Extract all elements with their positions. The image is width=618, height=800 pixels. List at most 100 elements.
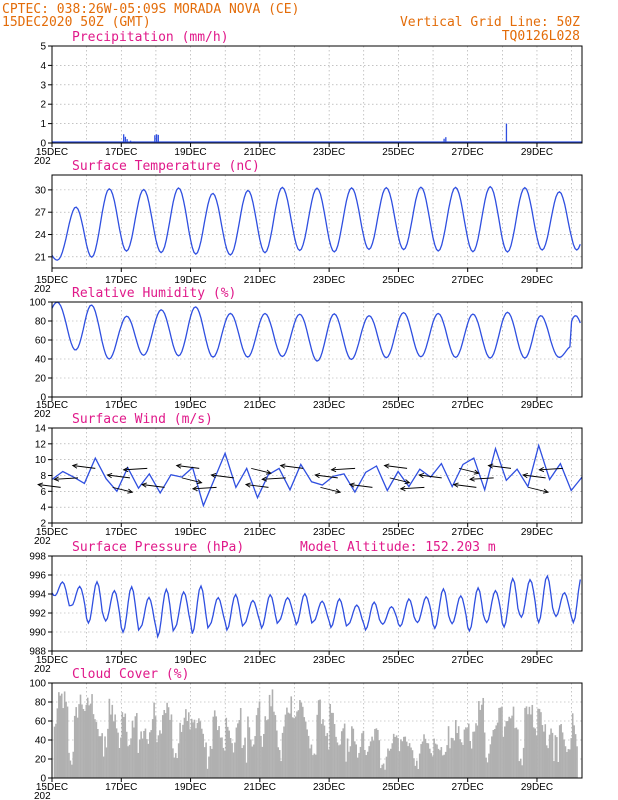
cloud-bar [296,711,298,778]
cloud-bar [323,725,326,778]
x-tick-label: 21DEC [244,400,276,411]
cloud-bar [378,740,381,778]
panel-wind: 2 4 6 8 10 12 14 Surface Wind (m/s) 15DEC 17DEC 19… [34,412,583,547]
cloud-bar [576,746,578,778]
wind-arrow-head [522,472,528,479]
y-tick-label: 40 [35,355,47,366]
cloud-bar [436,744,438,778]
y-tick-label: 80 [35,317,47,328]
cloud-bar [478,701,480,778]
wind-arrow-head [404,479,411,485]
cloud-bar [384,769,386,778]
wind-arrow [349,484,373,488]
cloud-bar [274,715,277,778]
y-tick-label: 100 [29,679,46,690]
wind-arrow [470,477,494,480]
cloud-bar [322,719,324,778]
cloud-bar [377,729,379,778]
cloud-bar [301,706,304,778]
x-tick-label: 25DEC [382,655,414,666]
x-tick-label: 21DEC [244,782,276,793]
cloud-bar [517,729,519,778]
cloud-bar [219,737,222,778]
cloud-bar [153,702,155,778]
cloud-bar [535,735,538,778]
y-tick-label: 6 [40,487,46,498]
cloud-bar [130,738,132,778]
cloud-bar [571,713,574,778]
y-tick-label: 994 [29,590,46,601]
cloud-bar [502,736,505,778]
wind-arrow [539,467,563,471]
cloud-bar [91,694,93,778]
cloud-bar [156,742,158,778]
cloud-bar [176,758,179,778]
cloud-bar [472,731,474,778]
cloud-bar [417,768,420,778]
cloud-bar [498,707,500,778]
cloud-bar [403,736,405,778]
cloud-bar [117,732,119,778]
cloud-bar [173,757,176,778]
wind-arrow-head [265,469,272,475]
cloud-bar [431,756,434,778]
cloud-bar [491,736,493,778]
cloud-bar [200,728,203,778]
cloud-bar [397,738,399,778]
panel-frame [51,301,583,398]
cloud-bar [467,723,470,778]
cloud-bar [65,701,67,778]
cloud-bar [238,720,241,778]
cloud-bar [531,704,534,778]
cloud-bar [313,753,316,778]
cloud-bar [190,718,193,778]
x-year-fragment: 202 [34,664,51,675]
y-tick-label: 60 [35,336,47,347]
cloud-bar [469,741,472,778]
panel-title: Surface Temperature (nC) [72,159,260,174]
cloud-bar [98,736,101,778]
cloud-bar [71,764,73,778]
cloud-bar [76,717,79,778]
x-year-fragment: 202 [34,791,51,800]
wind-arrow [453,484,477,488]
cloud-bar [405,741,408,778]
precip-bar [154,135,156,143]
y-tick-label: 2 [40,100,46,111]
cloud-bar [252,744,255,778]
cloud-bar [345,761,347,778]
cloud-bar [265,720,268,778]
wind-arrow-head [261,476,267,482]
y-tick-label: 990 [29,628,46,639]
panel-frame [51,682,583,779]
x-tick-label: 17DEC [105,147,137,158]
cloud-bar [218,726,220,778]
cloud-bar [361,733,363,778]
cloud-bar [340,731,343,778]
cloud-bar [426,743,428,778]
cloud-bar [421,741,424,778]
wind-arrow-head [37,482,43,488]
cloud-bar [182,724,184,778]
wind-arrow-head [330,466,337,473]
panel-frame [51,427,583,524]
x-tick-label: 23DEC [313,527,345,538]
cloud-bar [208,756,210,778]
x-tick-label: 29DEC [521,655,553,666]
precip-bar [142,141,144,143]
precip-bar [505,123,508,143]
wind-arrow-head [191,485,198,492]
cloud-bar [287,712,290,778]
precip-bar [129,140,132,143]
wind-arrow-head [279,463,286,469]
y-tick-label: 27 [35,208,47,219]
x-tick-label: 17DEC [105,400,137,411]
cloud-bar [150,730,153,778]
cloud-bar [235,727,238,778]
cloud-bar [443,754,446,778]
cloud-bar [290,696,293,778]
x-tick-label: 27DEC [452,147,484,158]
panel-cloud: 0 20 40 60 80 100 Cloud Cover (%) 15DEC 17DEC 19D… [29,667,583,800]
cloud-bar [251,746,254,778]
cloud-bar [99,736,102,778]
